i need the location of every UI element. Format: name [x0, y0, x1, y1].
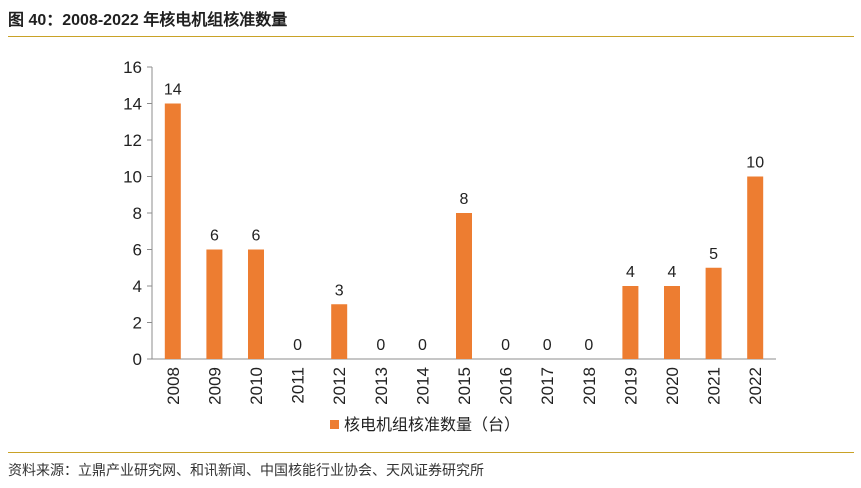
- bar-chart: 0 2 4 6 8 10 12 14 16 14 2008 6 2009 6 2010 0 2011 3 2012 0…: [123, 58, 776, 434]
- x-tick-label-2018: 2018: [580, 367, 599, 405]
- data-label-2017: 0: [543, 337, 552, 354]
- x-tick-label-2019: 2019: [621, 367, 640, 405]
- legend-swatch: [330, 420, 339, 429]
- data-label-2012: 3: [335, 282, 344, 299]
- bar-2022: [747, 176, 764, 359]
- y-tick-label: 16: [123, 58, 142, 77]
- source-divider: [8, 452, 854, 453]
- x-tick-label-2020: 2020: [663, 367, 682, 405]
- x-tick-label-2016: 2016: [497, 367, 516, 405]
- bar-2015: [456, 213, 472, 359]
- data-label-2019: 4: [626, 264, 635, 281]
- bar-2019: [622, 286, 639, 359]
- data-label-2011: 0: [293, 337, 302, 354]
- data-label-2020: 4: [668, 264, 677, 281]
- data-label-2010: 6: [252, 228, 261, 245]
- bar-2009: [206, 249, 223, 359]
- data-label-2013: 0: [376, 337, 385, 354]
- y-tick-label: 8: [133, 204, 142, 223]
- data-label-2008: 14: [164, 82, 182, 99]
- x-tick-label-2017: 2017: [538, 367, 557, 405]
- x-tick-label-2015: 2015: [455, 367, 474, 405]
- title-divider: [8, 36, 854, 37]
- x-tick-label-2011: 2011: [289, 367, 308, 404]
- bar-2010: [248, 249, 264, 359]
- bar-2021: [705, 267, 722, 359]
- data-label-2022: 10: [746, 155, 764, 172]
- data-label-2009: 6: [210, 228, 219, 245]
- bar-2012: [331, 304, 348, 359]
- y-tick-label: 14: [123, 95, 142, 114]
- data-label-2016: 0: [501, 337, 510, 354]
- legend-label: 核电机组核准数量（台）: [344, 416, 520, 434]
- data-label-2021: 5: [709, 246, 718, 263]
- x-tick-label-2009: 2009: [205, 367, 224, 405]
- x-tick-label-2021: 2021: [705, 367, 724, 405]
- y-tick-label: 6: [133, 241, 142, 260]
- data-label-2014: 0: [418, 337, 427, 354]
- bar-2020: [664, 286, 680, 359]
- data-label-2018: 0: [584, 337, 593, 354]
- y-tick-label: 4: [133, 277, 142, 296]
- x-tick-label-2013: 2013: [372, 367, 391, 405]
- y-tick-label: 2: [133, 314, 142, 333]
- y-tick-label: 12: [123, 131, 142, 150]
- source-note: 资料来源：立鼎产业研究网、和讯新闻、中国核能行业协会、天风证券研究所: [8, 462, 484, 478]
- bar-2008: [164, 103, 181, 359]
- x-tick-label-2010: 2010: [247, 367, 266, 405]
- data-label-2015: 8: [460, 191, 469, 208]
- chart-title: 图 40：2008-2022 年核电机组核准数量: [8, 12, 288, 29]
- x-tick-label-2014: 2014: [413, 367, 432, 405]
- x-tick-label-2008: 2008: [164, 367, 183, 405]
- x-tick-label-2022: 2022: [746, 367, 765, 405]
- y-tick-label: 0: [133, 350, 142, 369]
- x-tick-label-2012: 2012: [330, 367, 349, 405]
- y-tick-label: 10: [123, 168, 142, 187]
